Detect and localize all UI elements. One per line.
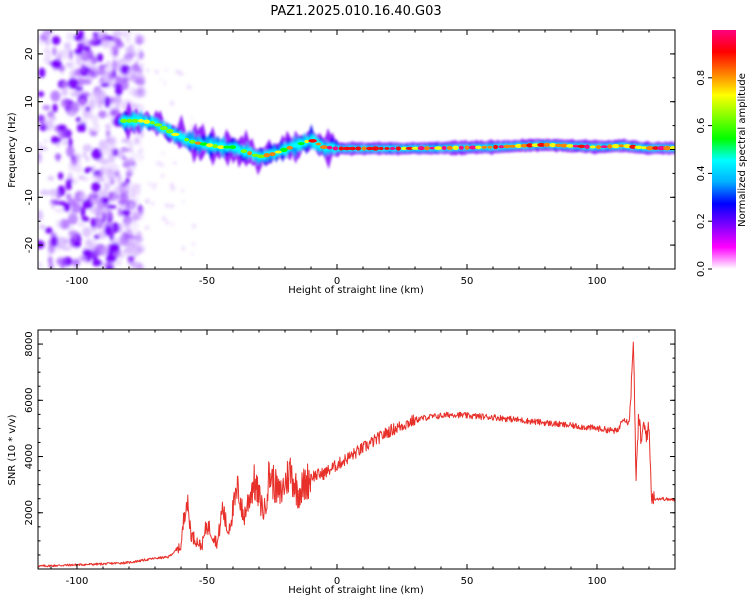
snr-x-axis-label: Height of straight line (km) [288, 585, 424, 596]
colorbar-tick-label: 0.6 [696, 118, 707, 134]
x-tick-label: 50 [461, 576, 474, 587]
spectrogram-y-ticks: -20 -10 0 10 20 [24, 29, 675, 270]
snr-panel: -100 -50 0 50 100 2000 4000 6000 8000 Height of… [7, 329, 676, 596]
snr-y-axis-label: SNR (10 * v/v) [7, 414, 18, 485]
snr-frame [37, 329, 676, 570]
colorbar-tick-label: 0.0 [696, 261, 707, 277]
x-tick-label: -100 [66, 576, 89, 587]
y-tick-label: -10 [24, 189, 35, 205]
colorbar-gradient [712, 30, 736, 269]
y-tick-label: 2000 [24, 500, 35, 525]
spectrogram-noise [38, 30, 197, 269]
x-tick-label: 100 [587, 576, 606, 587]
spectrogram-ridge-core [120, 118, 675, 159]
x-tick-label: -50 [199, 576, 215, 587]
y-tick-label: 0 [24, 146, 35, 152]
y-tick-label: 6000 [24, 388, 35, 413]
spectrogram-y-axis-label: Frequency (Hz) [7, 112, 18, 188]
x-tick-label: 50 [461, 276, 474, 287]
snr-y-ticks: 2000 4000 6000 8000 [24, 329, 675, 570]
spectrogram-image [38, 30, 675, 269]
colorbar-tick-label: 0.2 [696, 213, 707, 229]
spectrogram-x-axis-label: Height of straight line (km) [288, 285, 424, 296]
colorbar-ticks: 0.0 0.2 0.4 0.6 0.8 [696, 70, 712, 277]
colorbar: 0.0 0.2 0.4 0.6 0.8 Normalized spectral ampl… [696, 30, 748, 277]
figure-title: PAZ1.2025.010.16.40.G03 [270, 4, 441, 19]
snr-series-line [38, 341, 675, 568]
y-tick-label: 4000 [24, 444, 35, 469]
y-tick-label: -20 [24, 237, 35, 253]
spectrogram-x-ticks: -100 -50 0 50 100 [50, 30, 676, 287]
colorbar-tick-label: 0.4 [696, 165, 707, 181]
snr-x-ticks: -100 -50 0 50 100 [50, 330, 676, 587]
x-tick-label: -100 [66, 276, 89, 287]
y-tick-label: 8000 [24, 331, 35, 356]
y-tick-label: 10 [24, 95, 35, 108]
colorbar-tick-label: 0.8 [696, 70, 707, 86]
y-tick-label: 20 [24, 48, 35, 61]
colorbar-label: Normalized spectral amplitude [737, 73, 748, 227]
x-tick-label: -50 [199, 276, 215, 287]
x-tick-label: 0 [334, 576, 340, 587]
x-tick-label: 0 [334, 276, 340, 287]
x-tick-label: 100 [587, 276, 606, 287]
